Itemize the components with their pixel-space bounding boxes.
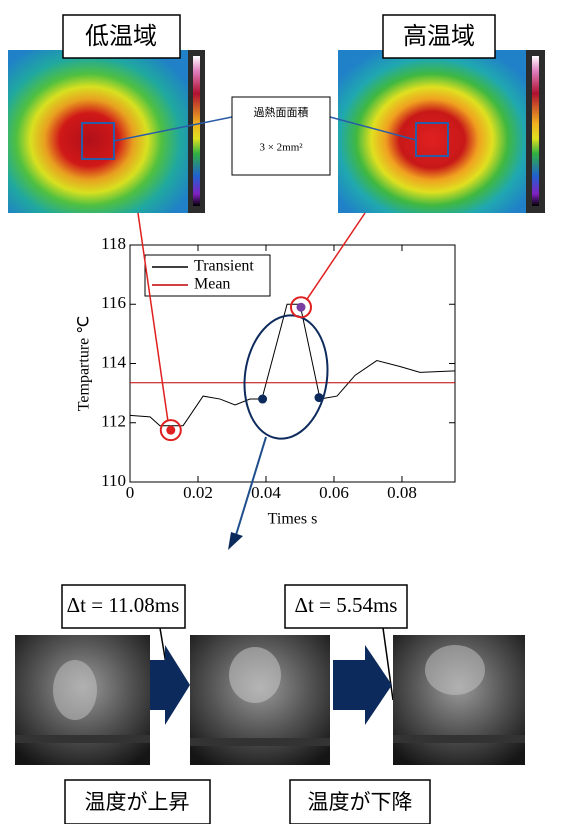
y-axis-label: Temparture ℃: [76, 316, 93, 411]
area-value: 3 × 2mm²: [259, 142, 303, 154]
thermal-hot: [338, 50, 545, 213]
callout: [307, 213, 365, 299]
figure: 低温域 高温域 過熱面面積 3 × 2mm² 110 112 114 116 118 0 0…: [0, 0, 563, 824]
photos: [15, 635, 525, 765]
marker: [166, 426, 175, 435]
y-tick-label: 112: [101, 412, 126, 431]
arrow: [150, 645, 190, 725]
y-tick-label: 110: [101, 471, 126, 490]
caption: 温度が下降: [308, 790, 413, 814]
legend-label: Transient: [194, 258, 254, 275]
marker: [258, 395, 267, 404]
callout: [138, 213, 168, 420]
dt-label: Δt = 11.08ms: [67, 593, 180, 617]
x-axis-label: Times s: [268, 511, 318, 528]
y-tick-label: 118: [101, 234, 126, 253]
caption: 温度が上昇: [85, 790, 190, 814]
arrow-head: [228, 532, 243, 550]
label-hot: 高温域: [403, 22, 475, 50]
x-tick-label: 0: [126, 483, 135, 502]
line: [130, 304, 455, 425]
y-tick-label: 114: [101, 352, 126, 371]
marker: [315, 393, 324, 402]
dt-label: Δt = 5.54ms: [295, 593, 398, 617]
x-tick-label: 0.06: [319, 483, 349, 502]
legend-label: Mean: [194, 276, 230, 293]
x-tick-label: 0.08: [387, 483, 417, 502]
thermal-cold: [8, 50, 205, 213]
x-tick-label: 0.02: [183, 483, 213, 502]
arrow: [333, 645, 392, 725]
label-cold: 低温域: [85, 22, 157, 50]
y-tick-label: 116: [101, 293, 126, 312]
highlight: [237, 310, 335, 444]
area-title: 過熱面面積: [254, 105, 309, 119]
x-tick-label: 0.04: [251, 483, 281, 502]
marker: [296, 303, 305, 312]
chart: 110 112 114 116 118 0 0.02 0.04 0.06 0.08 Times s T…: [76, 213, 455, 550]
